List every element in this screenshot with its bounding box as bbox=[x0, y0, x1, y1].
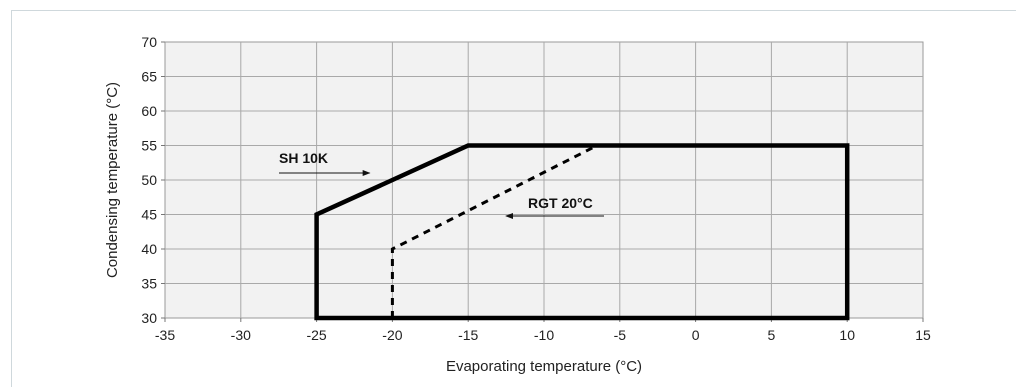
x-tick-label: -25 bbox=[306, 327, 326, 343]
y-tick-label: 60 bbox=[141, 103, 157, 119]
y-axis-title: Condensing temperature (°C) bbox=[104, 82, 121, 278]
y-tick-label: 55 bbox=[141, 138, 157, 154]
sh-10k-label: SH 10K bbox=[279, 150, 328, 166]
x-tick-label: 15 bbox=[915, 327, 931, 343]
y-tick-label: 70 bbox=[141, 34, 157, 50]
chart-frame bbox=[11, 10, 1016, 387]
rgt-20c-dashed-line bbox=[390, 144, 598, 318]
y-tick-label: 35 bbox=[141, 276, 157, 292]
x-tick-label: -5 bbox=[614, 327, 627, 343]
annotations: SH 10K RGT 20°C bbox=[279, 150, 604, 219]
y-tick-label: 40 bbox=[141, 241, 157, 257]
x-tick-label: -35 bbox=[155, 327, 175, 343]
series-lines bbox=[314, 143, 850, 321]
x-tick-label: 5 bbox=[768, 327, 776, 343]
sh-10k-envelope-line bbox=[314, 143, 850, 321]
x-tick-label: -30 bbox=[231, 327, 251, 343]
y-tick-label: 45 bbox=[141, 207, 157, 223]
x-tick-label: -15 bbox=[458, 327, 478, 343]
x-axis-title: Evaporating temperature (°C) bbox=[446, 358, 642, 375]
y-tick-label: 30 bbox=[141, 310, 157, 326]
x-tick-labels: -35 -30 -25 -20 -15 -10 -5 0 5 10 15 bbox=[155, 327, 931, 343]
y-tick-labels: 30 35 40 45 50 55 60 65 70 bbox=[141, 34, 157, 326]
x-tick-label: -10 bbox=[534, 327, 554, 343]
rgt-20c-label: RGT 20°C bbox=[528, 195, 593, 211]
x-tick-label: 0 bbox=[692, 327, 700, 343]
y-tick-label: 50 bbox=[141, 172, 157, 188]
x-tick-label: -20 bbox=[382, 327, 402, 343]
x-tick-label: 10 bbox=[839, 327, 855, 343]
y-tick-label: 65 bbox=[141, 69, 157, 85]
